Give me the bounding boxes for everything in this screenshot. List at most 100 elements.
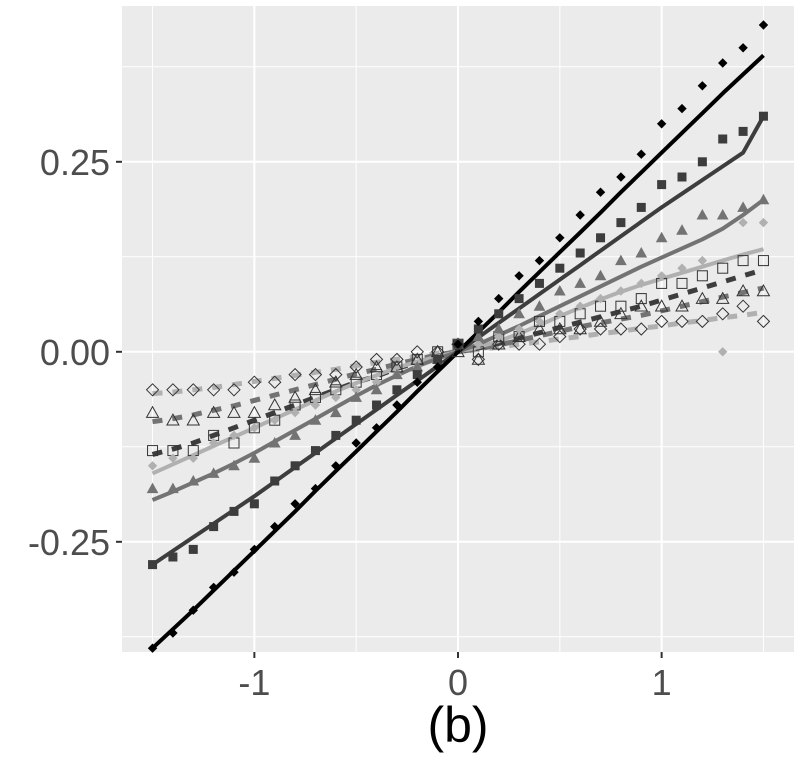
- data-point: [654, 299, 669, 312]
- data-point: [758, 217, 769, 228]
- data-point: [574, 277, 587, 288]
- data-point: [573, 322, 587, 336]
- data-point: [432, 362, 443, 372]
- data-point: [351, 415, 361, 425]
- data-point: [269, 414, 281, 426]
- data-point: [331, 461, 341, 471]
- data-point: [555, 263, 565, 273]
- data-point: [594, 269, 607, 281]
- data-point: [575, 301, 585, 311]
- data-point: [655, 231, 668, 243]
- data-point: [738, 126, 748, 136]
- data-point: [227, 405, 241, 418]
- data-point: [166, 383, 180, 397]
- data-point: [369, 359, 384, 373]
- y-tick-label: 0.25: [40, 142, 110, 183]
- data-point: [491, 337, 506, 350]
- data-point: [369, 352, 384, 367]
- data-point: [473, 324, 483, 334]
- data-point: [168, 552, 178, 562]
- data-point: [716, 208, 729, 220]
- data-point: [552, 321, 567, 335]
- data-point: [371, 423, 382, 433]
- data-point: [247, 375, 262, 389]
- data-point: [309, 414, 322, 425]
- data-point: [186, 413, 201, 426]
- data-point: [166, 413, 180, 426]
- data-point: [492, 322, 505, 334]
- y-tick-labels: -0.25 0.00 0.25: [28, 142, 110, 563]
- data-point: [248, 452, 261, 463]
- data-point: [738, 43, 748, 53]
- data-point: [512, 337, 526, 351]
- data-point: [249, 423, 260, 433]
- data-point: [718, 134, 728, 144]
- data-point: [290, 499, 300, 509]
- data-point: [471, 352, 486, 367]
- data-point: [147, 461, 158, 471]
- data-point: [553, 329, 567, 344]
- data-point: [310, 446, 320, 456]
- y-tick-label: 0.00: [40, 332, 110, 373]
- data-point: [676, 224, 688, 235]
- data-point: [228, 459, 240, 471]
- data-point: [677, 263, 687, 273]
- data-point: [716, 307, 730, 321]
- data-point: [329, 367, 343, 382]
- data-point: [206, 405, 221, 418]
- data-point: [473, 339, 484, 349]
- data-point: [349, 367, 364, 380]
- data-point: [310, 400, 321, 410]
- data-point: [737, 201, 749, 212]
- data-point: [147, 643, 158, 653]
- x-tick-labels: -1 0 1: [238, 662, 671, 703]
- data-point: [758, 20, 769, 30]
- data-point: [676, 277, 688, 289]
- data-point: [206, 383, 221, 397]
- data-point: [593, 322, 608, 336]
- data-point: [634, 322, 648, 336]
- data-point: [758, 111, 768, 121]
- data-point: [614, 322, 628, 336]
- data-point: [310, 483, 321, 494]
- data-point: [555, 309, 565, 319]
- data-point: [553, 284, 566, 296]
- data-point: [268, 375, 282, 389]
- data-point: [247, 405, 262, 418]
- data-point: [697, 157, 707, 167]
- data-point: [209, 522, 219, 532]
- data-point: [267, 397, 282, 411]
- data-point: [412, 370, 422, 380]
- data-point: [636, 149, 646, 159]
- series-markers: [145, 20, 771, 653]
- data-point: [696, 270, 708, 282]
- data-point: [636, 278, 646, 289]
- data-point: [534, 255, 545, 266]
- data-point: [656, 271, 667, 281]
- data-point: [270, 415, 280, 425]
- data-point: [616, 286, 626, 296]
- x-tick-label: 1: [652, 662, 672, 703]
- data-point: [390, 352, 404, 367]
- data-point: [575, 210, 585, 220]
- data-point: [392, 400, 402, 410]
- data-point: [675, 314, 689, 329]
- data-point: [187, 474, 200, 486]
- data-point: [349, 360, 363, 374]
- data-point: [392, 385, 402, 395]
- data-point: [288, 367, 302, 382]
- x-tick-label: -1: [238, 662, 270, 703]
- data-point: [718, 58, 728, 68]
- data-point: [227, 383, 241, 397]
- data-point: [697, 81, 708, 91]
- data-point: [595, 187, 606, 197]
- data-point: [370, 383, 383, 395]
- data-point: [514, 271, 524, 281]
- data-point: [308, 382, 323, 396]
- data-point: [471, 352, 486, 365]
- data-point: [208, 438, 219, 448]
- data-point: [145, 383, 160, 397]
- data-point: [168, 628, 178, 638]
- data-point: [615, 300, 627, 312]
- data-point: [290, 407, 300, 418]
